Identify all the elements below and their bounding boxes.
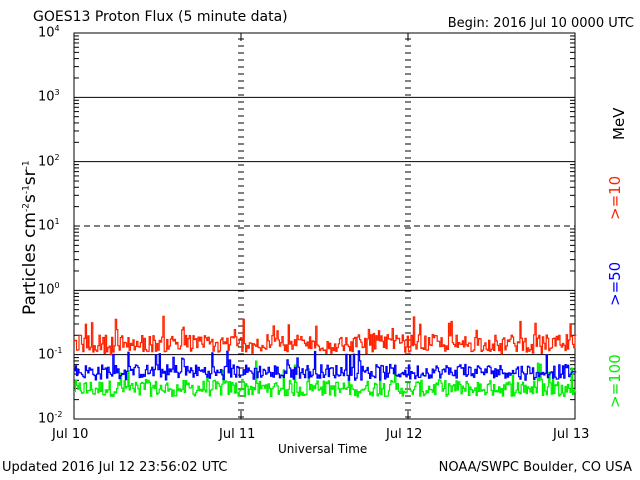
- y-tick-label: 104: [38, 24, 60, 41]
- y-tick-label: 10-2: [38, 410, 63, 427]
- y-tick-label: 102: [38, 152, 60, 169]
- series-layer: [74, 315, 577, 398]
- x-axis-label: Universal Time: [278, 442, 368, 456]
- series-line: [74, 350, 577, 381]
- x-tick-label: Jul 13: [553, 427, 590, 442]
- y-axis-label: Particles cm-2s-1sr-1: [20, 160, 40, 315]
- updated-timestamp: Updated 2016 Jul 12 23:56:02 UTC: [2, 460, 228, 475]
- begin-time: Begin: 2016 Jul 10 0000 UTC: [447, 16, 634, 31]
- series-label-50: >=50: [606, 261, 624, 306]
- series-label-10: >=10: [606, 175, 624, 220]
- y-tick-label: 10-1: [38, 345, 63, 362]
- series-line: [74, 315, 577, 356]
- y-tick-label: 103: [38, 88, 60, 105]
- x-tick-label: Jul 10: [52, 427, 89, 442]
- chart-title: GOES13 Proton Flux (5 minute data): [33, 9, 288, 25]
- series-label-mev: MeV: [610, 107, 628, 140]
- x-tick-label: Jul 12: [386, 427, 423, 442]
- series-line: [74, 360, 577, 398]
- grid-lines: [73, 32, 576, 420]
- x-tick-label: Jul 11: [219, 427, 256, 442]
- series-label-100: >=100: [606, 354, 624, 408]
- y-tick-label: 101: [38, 217, 60, 234]
- y-tick-label: 100: [38, 281, 60, 298]
- source-credit: NOAA/SWPC Boulder, CO USA: [438, 460, 632, 475]
